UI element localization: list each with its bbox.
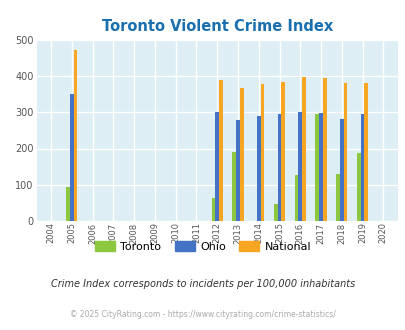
Bar: [360, 114, 364, 221]
Bar: [256, 116, 260, 221]
Bar: [66, 186, 70, 221]
Bar: [356, 153, 360, 221]
Bar: [211, 197, 215, 221]
Bar: [219, 80, 222, 221]
Bar: [343, 83, 347, 221]
Bar: [232, 152, 236, 221]
Text: © 2025 CityRating.com - https://www.cityrating.com/crime-statistics/: © 2025 CityRating.com - https://www.city…: [70, 310, 335, 319]
Bar: [239, 87, 243, 221]
Bar: [281, 82, 284, 221]
Text: Crime Index corresponds to incidents per 100,000 inhabitants: Crime Index corresponds to incidents per…: [51, 279, 354, 289]
Bar: [70, 94, 74, 221]
Bar: [339, 119, 343, 221]
Bar: [315, 114, 318, 221]
Bar: [260, 84, 264, 221]
Bar: [318, 113, 322, 221]
Bar: [277, 114, 281, 221]
Bar: [301, 77, 305, 221]
Bar: [294, 175, 298, 221]
Bar: [215, 112, 219, 221]
Bar: [74, 50, 77, 221]
Bar: [298, 112, 301, 221]
Bar: [335, 174, 339, 221]
Bar: [364, 83, 367, 221]
Legend: Toronto, Ohio, National: Toronto, Ohio, National: [90, 237, 315, 256]
Bar: [273, 204, 277, 221]
Bar: [236, 120, 239, 221]
Bar: [322, 78, 326, 221]
Title: Toronto Violent Crime Index: Toronto Violent Crime Index: [101, 19, 332, 34]
